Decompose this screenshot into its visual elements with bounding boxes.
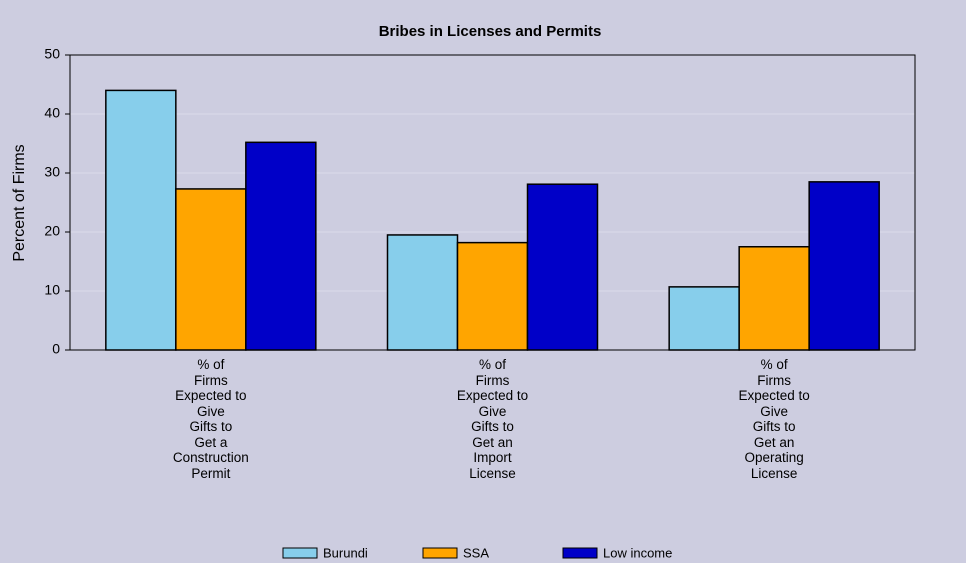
chart-title: Bribes in Licenses and Permits <box>379 23 602 40</box>
y-tick-label: 40 <box>44 105 60 121</box>
x-tick-label: % of Firms Expected to Give Gifts to Get… <box>456 357 529 481</box>
bar <box>175 188 247 351</box>
bar <box>105 89 177 351</box>
bar <box>738 246 810 351</box>
plot-border <box>69 54 916 351</box>
bar <box>668 286 740 351</box>
y-tick-label: 20 <box>44 223 60 239</box>
y-tick-label: 30 <box>44 164 60 180</box>
y-tick-label: 0 <box>52 341 60 357</box>
y-tick-label: 50 <box>44 46 60 62</box>
bar <box>456 241 529 351</box>
legend-swatch <box>282 547 318 559</box>
legend-label: Burundi <box>323 545 368 560</box>
legend-swatch <box>562 547 598 559</box>
x-tick-label: % of Firms Expected to Give Gifts to Get… <box>738 357 810 481</box>
bar <box>808 181 880 351</box>
legend-label: Low income <box>603 545 672 560</box>
x-tick-label: % of Firms Expected to Give Gifts to Get… <box>172 357 249 481</box>
legend-swatch <box>422 547 458 559</box>
bar <box>245 141 317 351</box>
y-tick-label: 10 <box>44 282 60 298</box>
bar <box>386 234 459 351</box>
legend-label: SSA <box>463 545 489 560</box>
y-axis-label: Percent of Firms <box>11 144 28 261</box>
bar <box>526 183 599 351</box>
